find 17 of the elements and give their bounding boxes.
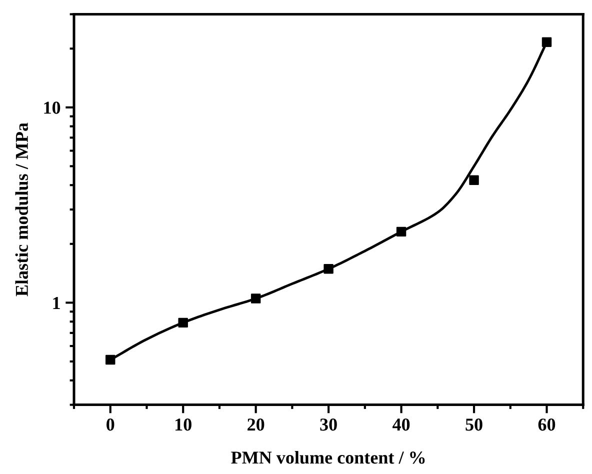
point [542,37,552,47]
x-tick-label: 40 [392,418,410,431]
point [324,264,334,274]
x-axis-title: PMN volume content / % [231,451,425,464]
x-tick-label: 0 [106,418,114,431]
point [106,354,116,365]
y-axis-title: Elastic modulus / MPa [15,122,28,296]
point [469,175,479,186]
x-tick-label: 20 [248,418,264,431]
point [396,226,406,237]
x-tick-label: 60 [538,418,556,431]
point [178,318,188,328]
x-tick-label: 30 [320,418,337,431]
x-tick-label: 50 [466,418,482,431]
y-tick-label: 1 [53,297,60,309]
point [250,294,261,304]
x-tick-label: 10 [176,418,192,431]
